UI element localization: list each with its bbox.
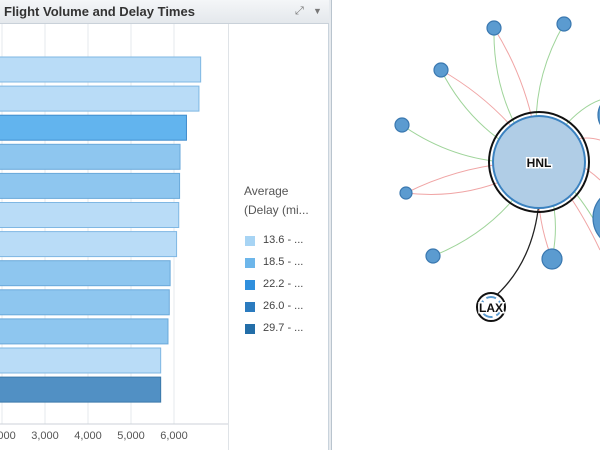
bars-layer: [0, 56, 202, 403]
airport-node-0[interactable]: [486, 20, 502, 36]
bar-5[interactable]: [0, 202, 180, 228]
legend-swatch: [245, 258, 255, 268]
airport-node-6[interactable]: [541, 248, 563, 270]
legend-title-line1: Average: [244, 184, 289, 198]
lax-label: LAX: [479, 301, 503, 315]
bar-6[interactable]: [0, 231, 178, 258]
lax-node[interactable]: [480, 296, 502, 318]
chart-panel: Flight Volume and Delay Times ⤢ ▼ 2,000 3…: [0, 0, 329, 450]
legend-swatch: [245, 324, 255, 334]
x-tick-label-3: 5,000: [117, 430, 145, 442]
x-tick-label-2: 4,000: [74, 430, 102, 442]
bar-0[interactable]: [0, 56, 202, 83]
legend-label: 13.6 - ...: [263, 234, 304, 246]
airport-node-2[interactable]: [433, 62, 449, 78]
legend-label: 26.0 - ...: [263, 300, 304, 312]
bar-chart: 2,000 3,000 4,000 5,000 6,000: [0, 24, 228, 442]
airport-node-3[interactable]: [394, 117, 410, 133]
legend: Average (Delay (mi... 13.6 - ... 18.5 - .…: [244, 182, 328, 341]
panel-title: Flight Volume and Delay Times: [4, 4, 195, 19]
chevron-down-icon[interactable]: ▼: [313, 6, 322, 16]
legend-label: 29.7 - ...: [263, 322, 304, 334]
bar-7[interactable]: [0, 260, 171, 287]
hub-label: HNL: [527, 156, 552, 170]
panel-splitter[interactable]: [329, 0, 332, 450]
bar-9[interactable]: [0, 318, 169, 345]
legend-item-2[interactable]: 22.2 - ...: [244, 275, 328, 297]
legend-swatch: [245, 302, 255, 312]
x-tick-label-1: 3,000: [31, 430, 59, 442]
legend-swatch: [245, 236, 255, 246]
legend-title-line2: (Delay (mi...: [244, 203, 309, 217]
bar-8[interactable]: [0, 289, 170, 316]
legend-item-1[interactable]: 18.5 - ...: [244, 253, 328, 275]
bar-2[interactable]: [0, 114, 187, 141]
legend-item-3[interactable]: 26.0 - ...: [244, 297, 328, 319]
chart-legend-divider: [228, 24, 229, 450]
airport-node-4[interactable]: [399, 186, 413, 200]
edge-hnl-lax: [490, 201, 540, 301]
legend-label: 18.5 - ...: [263, 256, 304, 268]
expand-icon[interactable]: ⤢: [295, 5, 304, 17]
legend-item-0[interactable]: 13.6 - ...: [244, 231, 328, 253]
bar-4[interactable]: [0, 172, 181, 199]
bar-1[interactable]: [0, 85, 200, 112]
airport-node-offscreen-2[interactable]: [592, 188, 600, 248]
airport-node-1[interactable]: [556, 16, 572, 32]
panel-header: Flight Volume and Delay Times ⤢ ▼: [0, 0, 329, 24]
x-tick-label-4: 6,000: [160, 430, 188, 442]
hub-node[interactable]: [492, 115, 586, 209]
x-tick-label-0: 2,000: [0, 430, 16, 442]
legend-label: 22.2 - ...: [263, 278, 304, 290]
bar-11[interactable]: [0, 376, 162, 403]
nodes-layer: HNL LAX: [394, 16, 600, 322]
ticks-layer: 2,000 3,000 4,000 5,000 6,000: [0, 430, 188, 442]
legend-items: 13.6 - ... 18.5 - ... 22.2 - ... 26.0 - ...…: [244, 231, 328, 341]
bar-10[interactable]: [0, 347, 162, 374]
network-graph: HNL LAX: [394, 16, 600, 322]
legend-swatch: [245, 280, 255, 290]
legend-title: Average (Delay (mi...: [244, 182, 328, 220]
airport-node-5[interactable]: [425, 248, 441, 264]
legend-item-4[interactable]: 29.7 - ...: [244, 319, 328, 341]
hub-selection-ring: [488, 111, 590, 213]
bar-3[interactable]: [0, 143, 181, 170]
network-panel: HNL LAX: [333, 0, 600, 450]
